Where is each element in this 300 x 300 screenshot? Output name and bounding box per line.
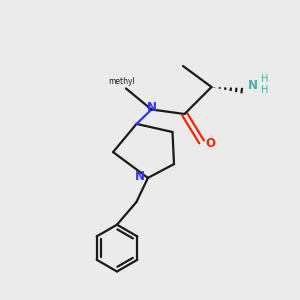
Text: N: N bbox=[134, 170, 145, 184]
Text: H: H bbox=[261, 85, 268, 95]
Text: N: N bbox=[147, 101, 157, 114]
Text: O: O bbox=[205, 137, 215, 150]
Text: methyl: methyl bbox=[108, 77, 135, 86]
Text: H: H bbox=[261, 74, 268, 85]
Text: N: N bbox=[248, 79, 258, 92]
